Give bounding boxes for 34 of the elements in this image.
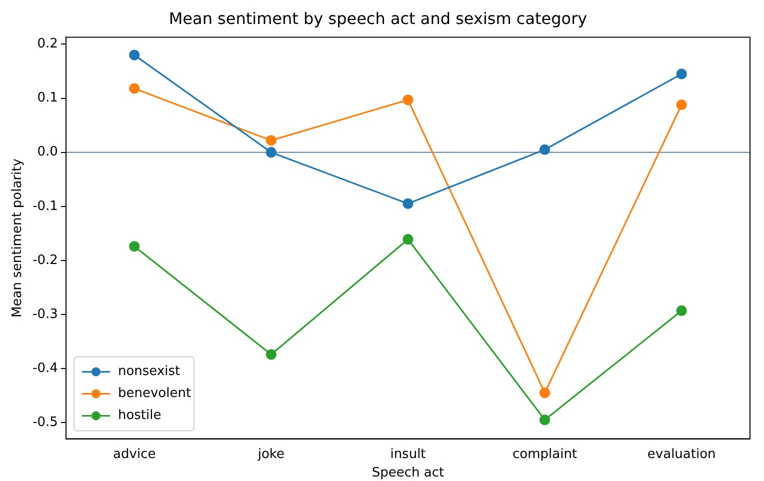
x-tick-label: advice xyxy=(113,446,156,462)
point xyxy=(676,99,687,110)
y-tick-label: -0.4 xyxy=(32,360,58,376)
y-tick-label: 0.0 xyxy=(37,144,58,160)
y-tick-label: -0.3 xyxy=(32,306,58,322)
x-tick-label: complaint xyxy=(512,446,578,462)
point xyxy=(129,83,140,94)
point xyxy=(266,147,276,158)
point xyxy=(539,388,550,398)
point xyxy=(402,198,414,209)
x-tick-label: joke xyxy=(256,446,284,462)
legend-label: nonsexist xyxy=(118,364,180,380)
chart-title: Mean sentiment by speech act and sexism category xyxy=(168,8,588,28)
point xyxy=(676,68,687,80)
point xyxy=(402,94,414,106)
y-tick-label: 0.1 xyxy=(37,90,58,106)
x-tick-label: insult xyxy=(390,446,426,462)
y-tick-label: -0.1 xyxy=(32,198,58,214)
point xyxy=(129,241,140,252)
point xyxy=(539,144,550,155)
x-axis-title: Speech act xyxy=(372,466,444,481)
x-tick-label: evaluation xyxy=(647,446,716,462)
point xyxy=(266,135,276,146)
y-tick-label: -0.2 xyxy=(32,252,58,268)
legend-label: benevolent xyxy=(118,386,192,402)
y-tick-label: 0.2 xyxy=(37,36,58,52)
point xyxy=(676,305,687,316)
y-tick-label: -0.5 xyxy=(32,414,58,430)
legend-label: hostile xyxy=(118,408,162,424)
y-axis-title: Mean sentiment polarity xyxy=(10,158,26,318)
point xyxy=(129,50,140,60)
point xyxy=(266,349,276,360)
point xyxy=(539,414,550,426)
point xyxy=(402,234,414,245)
